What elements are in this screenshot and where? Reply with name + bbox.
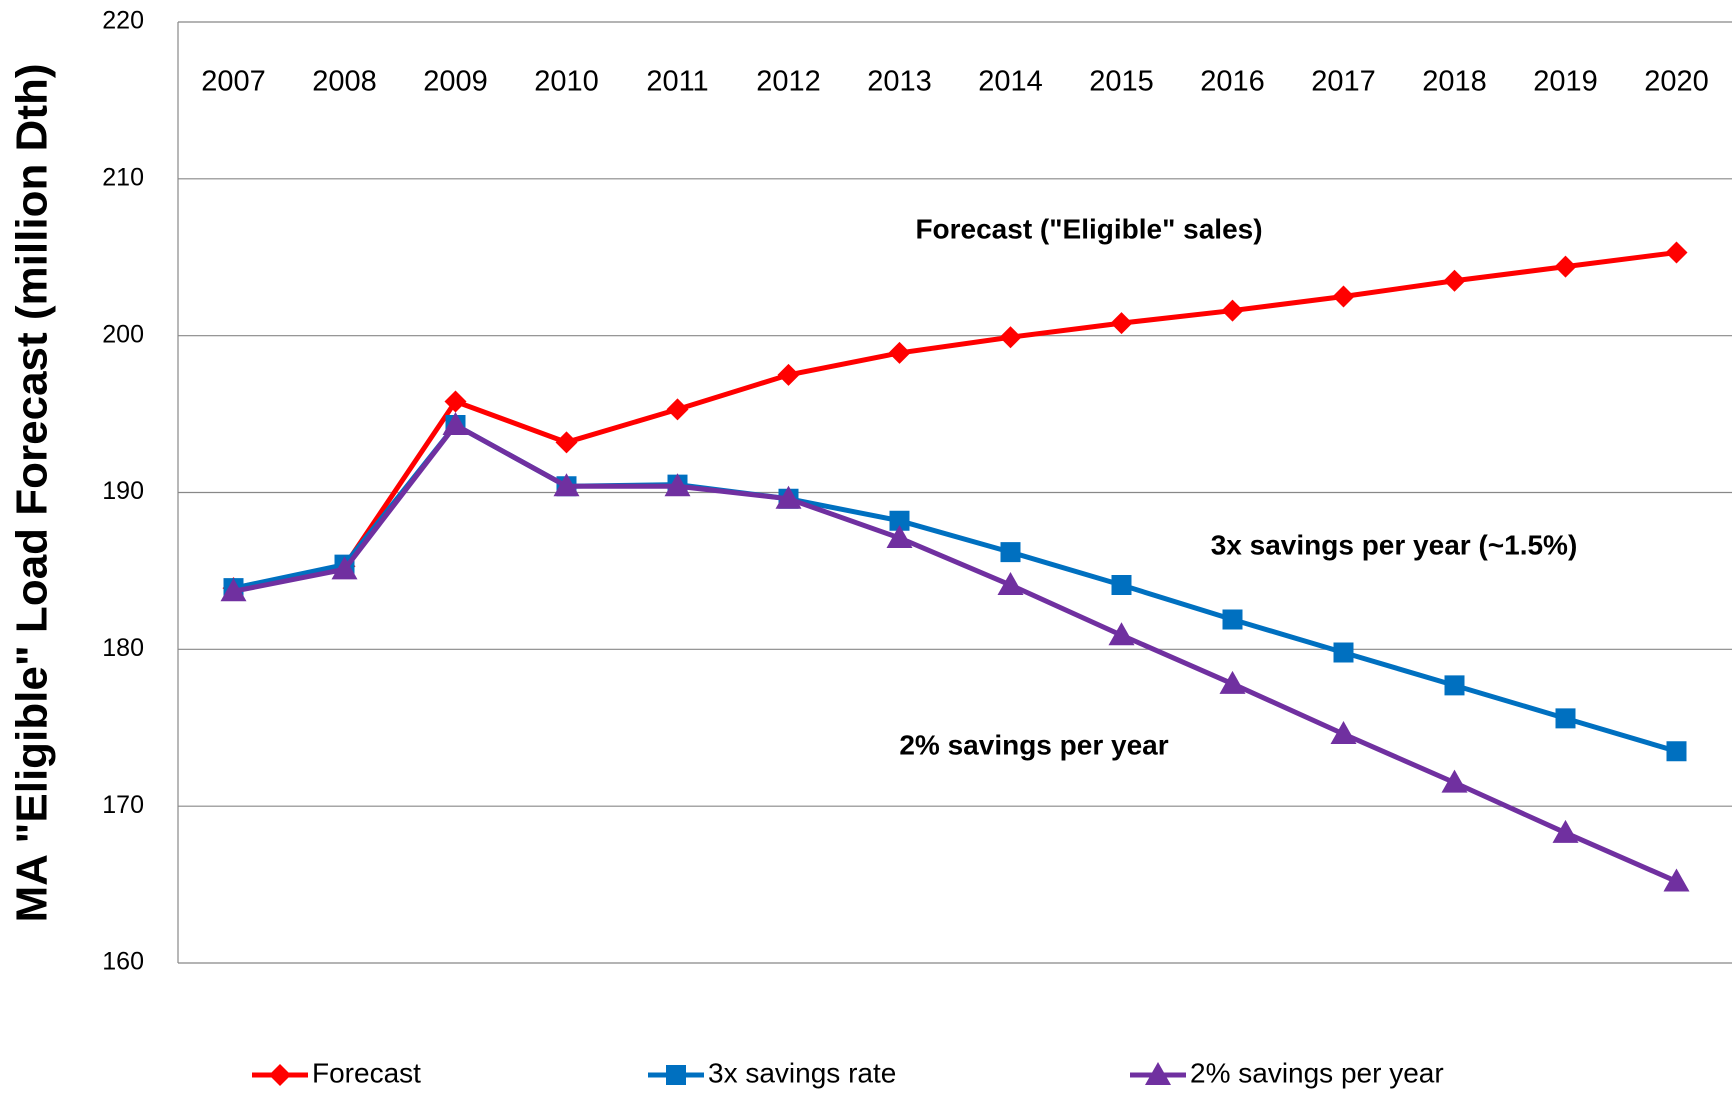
marker [1219,670,1246,694]
line [233,421,1678,884]
annotation: 3x savings per year (~1.5%) [1211,529,1578,560]
x-tick-label: 2012 [756,66,821,98]
marker [220,578,247,602]
marker [666,1065,686,1085]
x-tick-label: 2011 [646,66,708,98]
x-tick-label: 2008 [312,66,377,98]
marker [1555,708,1576,729]
x-tick-label: 2007 [201,66,266,98]
legend-label: 2% savings per year [1190,1057,1444,1088]
legend-label: 3x savings rate [708,1057,896,1088]
x-tick-label: 2009 [423,66,488,98]
marker [1663,868,1690,892]
y-tick-label: 210 [102,163,144,191]
marker [775,485,802,509]
marker [664,473,691,497]
marker [1552,819,1579,843]
marker [1333,642,1354,663]
marker [1000,542,1021,563]
marker [1443,269,1466,292]
annotation: Forecast ("Eligible" sales) [915,213,1262,244]
y-tick-label: 200 [102,320,144,348]
marker [1554,255,1577,278]
y-tick-label: 190 [102,477,144,505]
marker [331,556,358,580]
marker [1111,575,1132,596]
x-tick-label: 2010 [534,66,599,98]
x-tick-label: 2015 [1089,66,1154,98]
marker [886,524,913,548]
marker [1221,299,1244,322]
y-tick-label: 180 [102,634,144,662]
marker [888,341,911,364]
marker [553,473,580,497]
line [232,421,1678,754]
y-tick-label: 170 [102,791,144,819]
marker [1110,312,1133,335]
x-tick-label: 2013 [867,66,932,98]
y-axis-label: MA "Eligible" Load Forecast (million Dth… [8,63,57,922]
x-tick-label: 2020 [1644,66,1709,98]
x-tick-label: 2018 [1422,66,1487,98]
marker [1108,622,1135,646]
marker [889,510,910,531]
marker [555,431,578,454]
x-tick-label: 2016 [1200,66,1265,98]
marker [777,363,800,386]
marker [1332,285,1355,308]
marker [1441,769,1468,793]
marker [997,572,1024,596]
marker [999,326,1022,349]
x-tick-label: 2014 [978,66,1043,98]
marker [1665,241,1688,264]
marker [444,390,467,413]
y-tick-label: 220 [102,7,144,35]
annotation: 2% savings per year [899,729,1168,760]
marker [1222,609,1243,630]
marker [1444,675,1465,696]
line [233,250,1677,591]
marker [1666,741,1687,762]
y-tick-label: 160 [102,948,144,976]
marker [1145,1062,1171,1085]
marker [666,398,689,421]
x-tick-label: 2019 [1533,66,1598,98]
marker [442,412,469,436]
legend-label: Forecast [312,1057,421,1088]
x-tick-label: 2017 [1311,66,1376,98]
marker [269,1064,291,1086]
marker [1330,721,1357,745]
